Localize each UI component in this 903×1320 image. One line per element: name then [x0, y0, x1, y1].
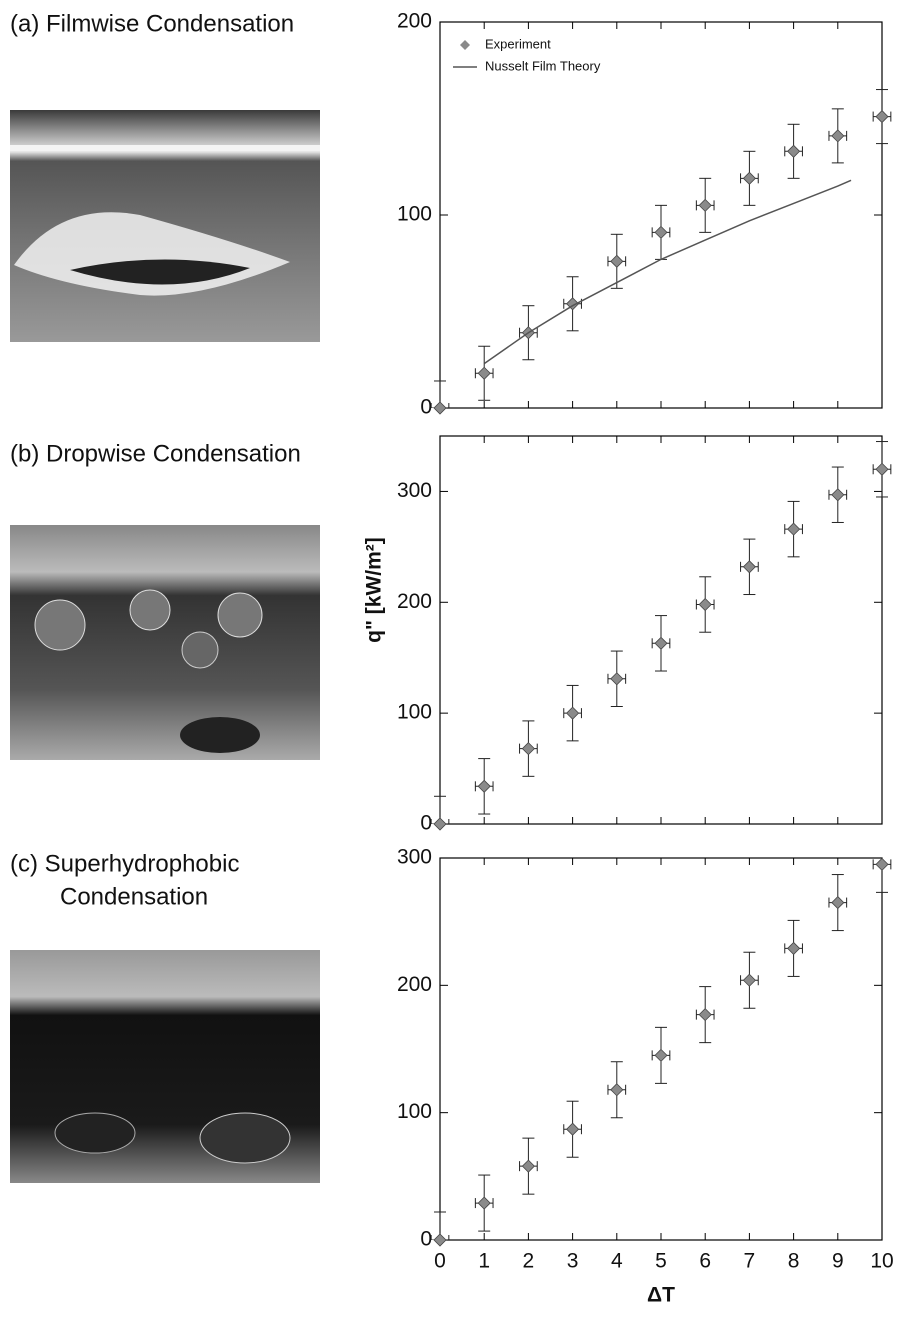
marker [433, 817, 447, 831]
y-tick-label: 0 [420, 396, 432, 419]
x-tick-label: 8 [788, 1250, 800, 1273]
x-tick-label: 10 [870, 1250, 893, 1273]
marker [831, 129, 845, 143]
y-axis-label: q" [kW/m²] [363, 537, 386, 643]
theory-line [483, 179, 852, 365]
y-tick-label: 300 [397, 479, 432, 502]
y-tick-label: 100 [397, 701, 432, 724]
marker [831, 896, 845, 910]
marker [433, 401, 447, 415]
marker [477, 1196, 491, 1210]
error-bar [430, 380, 450, 408]
marker [875, 462, 889, 476]
marker [742, 171, 756, 185]
legend-label: Experiment [485, 36, 551, 51]
marker [433, 1233, 447, 1247]
x-tick-label: 3 [567, 1250, 579, 1273]
marker [477, 366, 491, 380]
x-tick-label: 4 [611, 1250, 623, 1273]
y-tick-label: 300 [397, 846, 432, 869]
panel-title: Condensation [60, 883, 208, 910]
marker [875, 857, 889, 871]
marker [521, 742, 535, 756]
marker [698, 1008, 712, 1022]
y-tick-label: 100 [397, 1100, 432, 1123]
panel-title: (c) Superhydrophobic [10, 850, 239, 877]
marker [742, 560, 756, 574]
photo-filmwise [10, 110, 320, 342]
marker [787, 522, 801, 536]
marker [742, 973, 756, 987]
marker [654, 636, 668, 650]
marker [654, 1048, 668, 1062]
marker [566, 1122, 580, 1136]
photo-dropwise [10, 525, 320, 760]
y-tick-label: 200 [397, 10, 432, 33]
error-bar [430, 1211, 450, 1240]
x-axis-label: ΔT [647, 1284, 675, 1307]
marker [698, 198, 712, 212]
marker [610, 1083, 624, 1097]
y-tick-label: 200 [397, 973, 432, 996]
marker [698, 597, 712, 612]
x-tick-label: 0 [434, 1250, 446, 1273]
marker [521, 1159, 535, 1173]
error-bar [430, 795, 450, 824]
legend-label: Nusselt Film Theory [485, 58, 601, 73]
y-tick-label: 0 [420, 812, 432, 835]
marker [787, 941, 801, 955]
marker [610, 254, 624, 268]
y-tick-label: 100 [397, 203, 432, 226]
marker [831, 488, 845, 502]
panel-title: (b) Dropwise Condensation [10, 440, 301, 467]
panel-title: (a) Filmwise Condensation [10, 10, 294, 37]
marker [654, 225, 668, 239]
photo-superhydrophobic [10, 950, 320, 1183]
legend-marker [460, 40, 470, 50]
y-tick-label: 200 [397, 590, 432, 613]
marker [477, 779, 491, 793]
x-tick-label: 9 [832, 1250, 844, 1273]
x-tick-label: 6 [699, 1250, 711, 1273]
marker [610, 672, 624, 686]
x-tick-label: 1 [478, 1250, 490, 1273]
x-tick-label: 2 [523, 1250, 535, 1273]
x-tick-label: 7 [744, 1250, 756, 1273]
marker [875, 110, 889, 124]
marker [787, 144, 801, 158]
y-tick-label: 0 [420, 1228, 432, 1251]
x-tick-label: 5 [655, 1250, 667, 1273]
marker [566, 706, 580, 720]
